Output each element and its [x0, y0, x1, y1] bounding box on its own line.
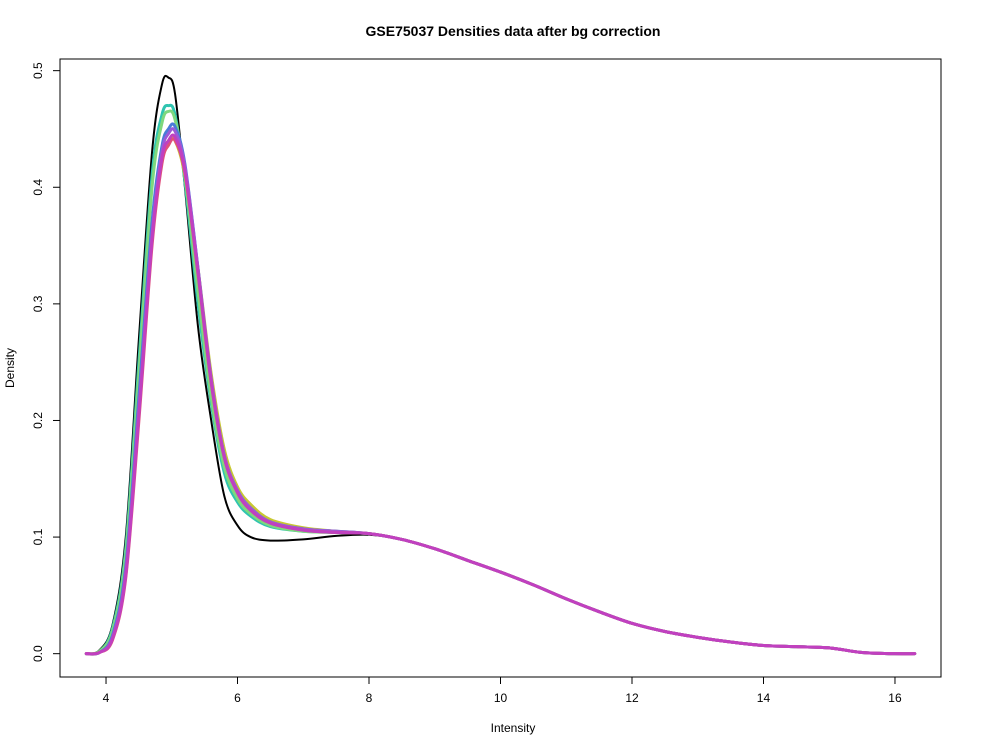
y-tick-label: 0.4	[31, 179, 45, 196]
y-tick-label: 0.0	[31, 645, 45, 662]
y-tick-label: 0.1	[31, 528, 45, 545]
plot-area-frame	[59, 58, 942, 678]
density-line-8	[84, 133, 917, 656]
x-tick-label: 16	[888, 691, 902, 705]
y-tick-label: 0.3	[31, 295, 45, 312]
y-axis: 0.0 0.1 0.2 0.3 0.4 0.5	[31, 62, 61, 662]
x-tick-label: 6	[234, 691, 241, 705]
y-tick-label: 0.2	[31, 412, 45, 429]
x-tick-label: 12	[625, 691, 639, 705]
x-tick-label: 10	[494, 691, 508, 705]
y-axis-label: Density	[3, 348, 17, 388]
x-tick-label: 4	[103, 691, 110, 705]
y-tick-label: 0.5	[31, 62, 45, 79]
x-tick-label: 8	[366, 691, 373, 705]
x-tick-label: 14	[757, 691, 771, 705]
series-layer	[84, 74, 917, 656]
x-axis: 4 6 8 10 12 14 16	[103, 676, 902, 705]
x-axis-label: Intensity	[491, 721, 536, 735]
chart-title: GSE75037 Densities data after bg correct…	[366, 23, 661, 39]
